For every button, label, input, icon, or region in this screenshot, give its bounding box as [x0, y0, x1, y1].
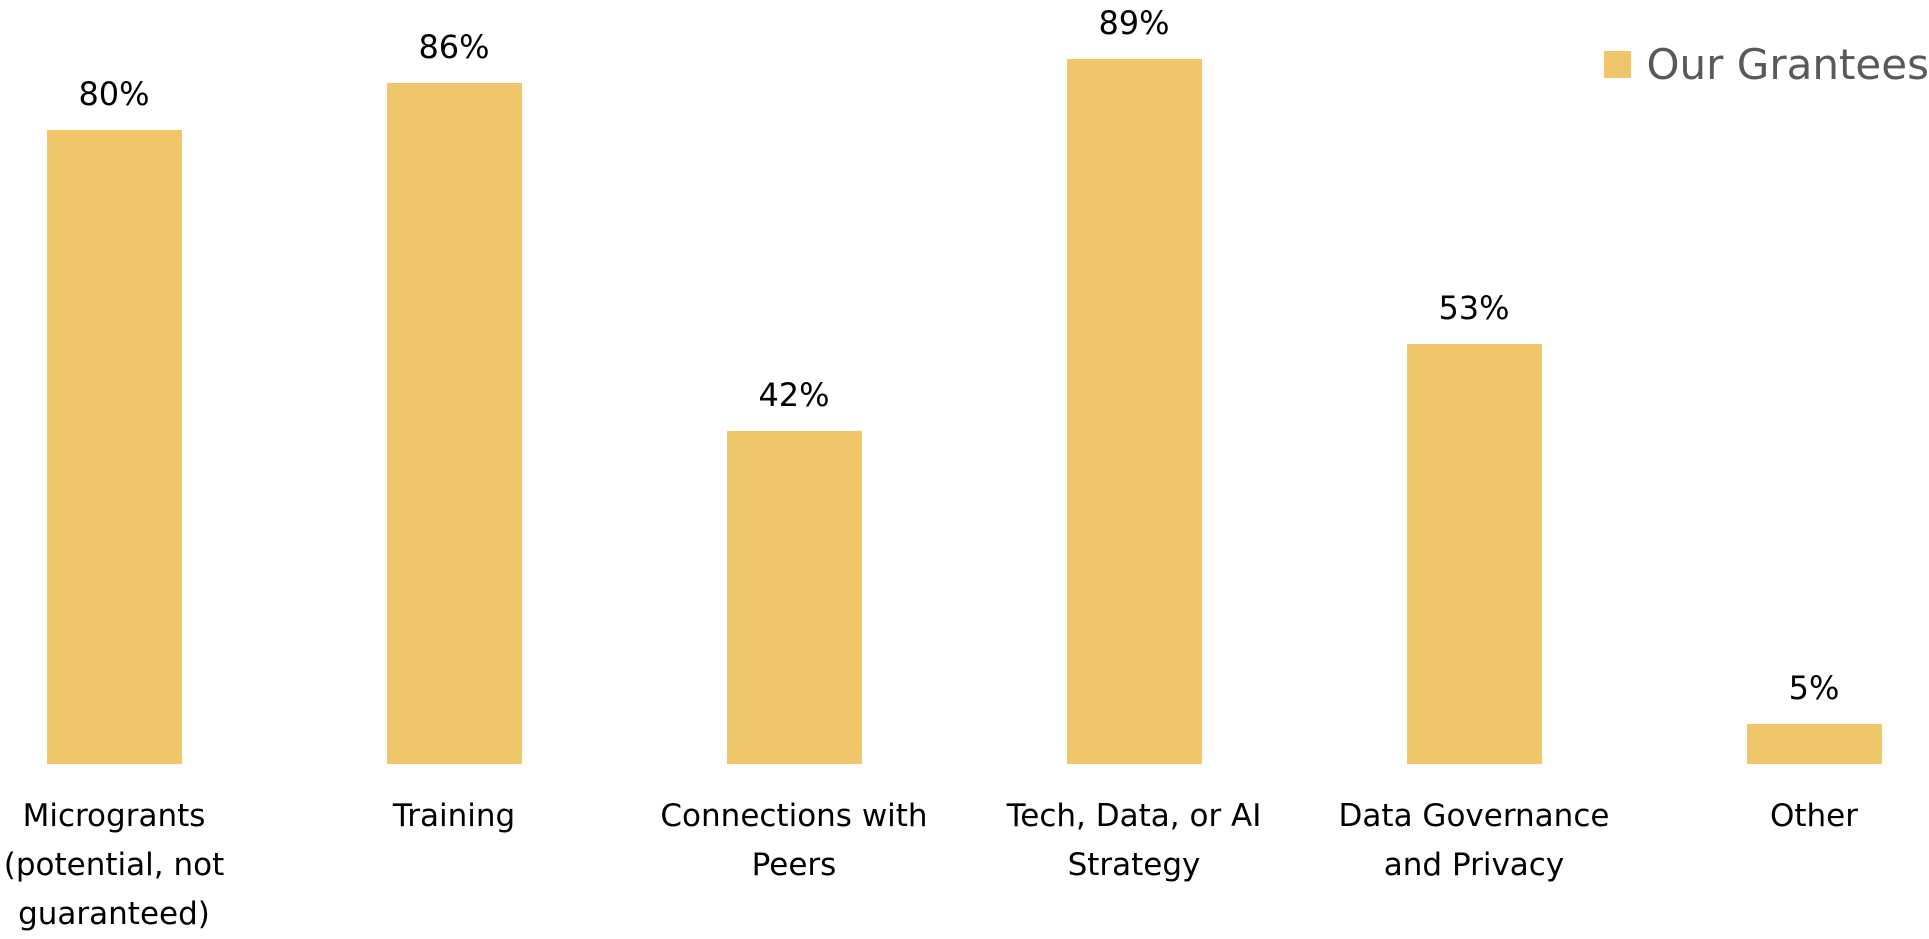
x-tick-label: Data Governance and Privacy	[1309, 792, 1639, 890]
data-label: 80%	[14, 74, 214, 114]
bar	[1407, 344, 1542, 764]
data-label: 42%	[694, 375, 894, 415]
legend-swatch	[1604, 51, 1631, 78]
bar	[1067, 59, 1202, 764]
data-label: 53%	[1374, 288, 1574, 328]
bar	[727, 431, 862, 764]
x-tick-label: Other	[1649, 792, 1929, 841]
data-label: 5%	[1714, 668, 1914, 708]
bar	[47, 130, 182, 764]
bar	[387, 83, 522, 764]
legend-label: Our Grantees	[1647, 40, 1929, 89]
x-tick-label: Training	[289, 792, 619, 841]
data-label: 86%	[354, 27, 554, 67]
x-tick-label: Tech, Data, or AI Strategy	[969, 792, 1299, 890]
x-tick-label: Microgrants (potential, not guaranteed)	[0, 792, 279, 939]
data-label: 89%	[1034, 3, 1234, 43]
x-tick-label: Connections with Peers	[629, 792, 959, 890]
legend: Our Grantees	[1604, 40, 1929, 89]
bar	[1747, 724, 1882, 764]
